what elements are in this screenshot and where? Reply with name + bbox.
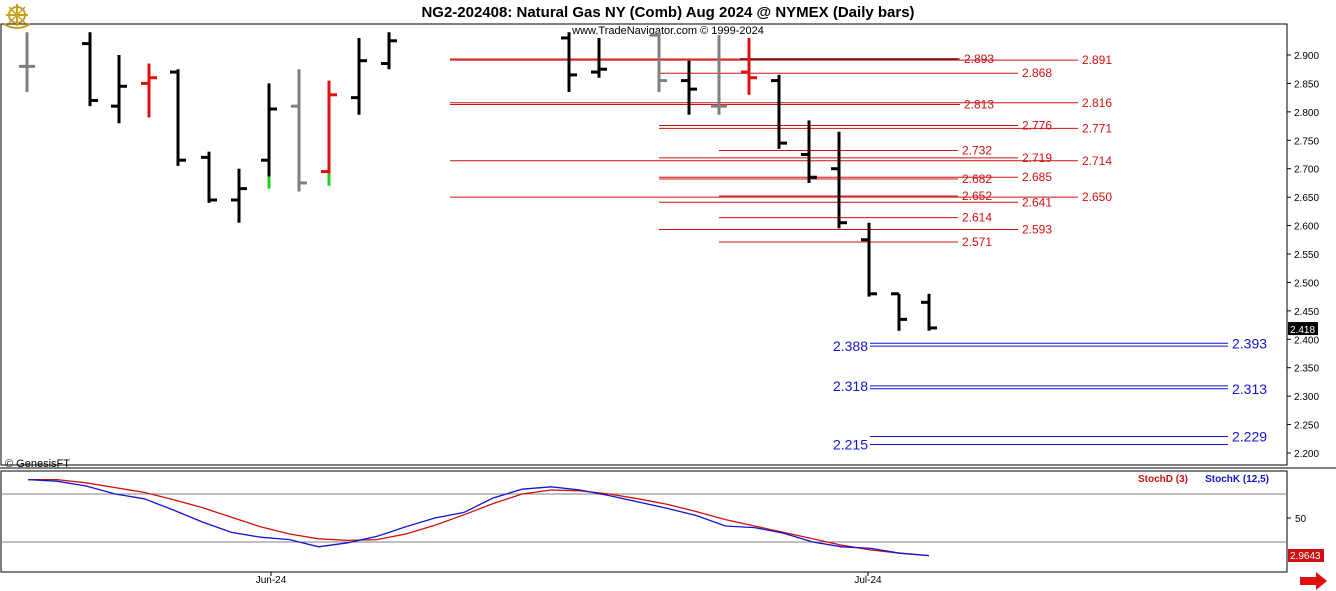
legend-stochd: StochD (3) <box>1138 474 1188 485</box>
resistance-label: 2.682 <box>962 172 992 186</box>
support-label: 2.318 <box>833 378 868 394</box>
y-tick-label: 2.900 <box>1294 51 1319 62</box>
price-bar <box>771 74 787 149</box>
price-bar <box>141 63 157 118</box>
price-bar <box>861 222 877 297</box>
y-tick-label: 2.750 <box>1294 136 1319 147</box>
y-tick-label: 2.200 <box>1294 449 1319 460</box>
price-bar <box>291 69 307 192</box>
last-price-label: 2.418 <box>1290 325 1315 336</box>
resistance-label: 2.571 <box>962 235 992 249</box>
watermark-text: © GenesisFT <box>5 458 70 470</box>
price-bar <box>351 37 367 115</box>
price-bar <box>831 131 847 229</box>
price-axis: 2.900 2.850 2.800 2.750 2.700 2.650 2.600 2.550… <box>1287 51 1319 460</box>
x-tick-label: Jun-24 <box>256 575 287 586</box>
price-bar <box>891 292 907 331</box>
y-tick-label: 2.600 <box>1294 222 1319 233</box>
resistance-label: 2.650 <box>1082 190 1112 204</box>
price-bar <box>381 32 397 70</box>
y-tick-label: 2.650 <box>1294 193 1319 204</box>
y-tick-label: 2.500 <box>1294 278 1319 289</box>
price-bar <box>261 83 277 189</box>
price-bar <box>801 120 817 183</box>
stochastic-panel: 50 2.9643 <box>1 478 1324 562</box>
resistance-label: 2.685 <box>1022 170 1052 184</box>
resistance-label: 2.891 <box>1082 53 1112 67</box>
support-label: 2.388 <box>833 338 868 354</box>
y-tick-label: 2.250 <box>1294 421 1319 432</box>
price-bar <box>82 32 98 107</box>
stoch-series-line <box>28 478 930 557</box>
resistance-label: 2.719 <box>1022 151 1052 165</box>
resistance-label: 2.614 <box>962 211 992 225</box>
price-bar <box>231 168 247 223</box>
price-bar <box>741 37 757 95</box>
resistance-label: 2.816 <box>1082 96 1112 110</box>
resistance-label: 2.593 <box>1022 223 1052 237</box>
price-bar <box>591 37 607 78</box>
y-tick-label: 2.800 <box>1294 108 1319 119</box>
price-bar <box>170 69 186 166</box>
resistance-label: 2.771 <box>1082 121 1112 135</box>
resistance-label: 2.813 <box>964 97 994 111</box>
legend-stochk: StochK (12,5) <box>1205 474 1269 485</box>
stoch-panel-border <box>0 470 1288 573</box>
y-tick-label: 2.850 <box>1294 79 1319 90</box>
y-tick-label: 2.450 <box>1294 307 1319 318</box>
y-tick-label: 2.700 <box>1294 165 1319 176</box>
price-bars <box>19 32 937 331</box>
stoch-y-tick-label: 50 <box>1295 514 1307 525</box>
price-bar <box>111 55 127 124</box>
resistance-label: 2.641 <box>1022 195 1052 209</box>
price-bar <box>561 32 577 92</box>
price-bar <box>711 35 727 115</box>
price-bar <box>19 32 35 92</box>
price-bar <box>921 293 937 331</box>
resistance-label: 2.652 <box>962 189 992 203</box>
resistance-label: 2.868 <box>1022 66 1052 80</box>
stoch-series-line <box>27 478 930 557</box>
y-tick-label: 2.350 <box>1294 364 1319 375</box>
scroll-right-arrow-icon[interactable] <box>1300 572 1327 590</box>
price-bar <box>321 80 337 186</box>
y-tick-label: 2.550 <box>1294 250 1319 261</box>
y-tick-label: 2.400 <box>1294 335 1319 346</box>
copyright-text: www.TradeNavigator.com © 1999-2024 <box>571 25 764 37</box>
support-label: 2.215 <box>833 436 868 452</box>
price-bar <box>651 32 667 92</box>
support-label: 2.229 <box>1232 429 1267 445</box>
chart-title: NG2-202408: Natural Gas NY (Comb) Aug 20… <box>421 4 914 21</box>
resistance-label: 2.893 <box>964 52 994 66</box>
support-label: 2.313 <box>1232 381 1267 397</box>
resistance-label: 2.776 <box>1022 119 1052 133</box>
x-tick-label: Jul-24 <box>854 575 882 586</box>
y-tick-label: 2.300 <box>1294 392 1319 403</box>
price-panel-border <box>0 23 1288 466</box>
stoch-last-box <box>1288 549 1324 562</box>
price-bar <box>201 151 217 203</box>
price-bar <box>681 60 697 115</box>
last-price-box <box>1288 322 1318 336</box>
support-label: 2.393 <box>1232 335 1267 351</box>
stoch-last-label: 2.9643 <box>1290 551 1321 562</box>
resistance-label: 2.714 <box>1082 154 1112 168</box>
ship-wheel-icon <box>3 4 31 29</box>
resistance-label: 2.732 <box>962 144 992 158</box>
price-levels: 2.893 2.891 2.868 2.813 2.816 2.776 2.771 2.732… <box>450 52 1267 452</box>
